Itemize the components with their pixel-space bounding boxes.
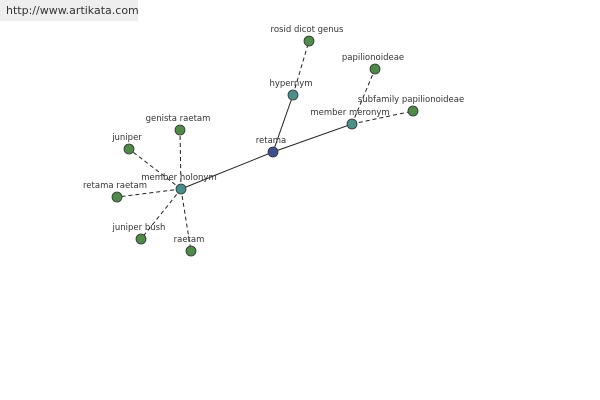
node-label: retama [256,136,287,146]
node-label: genista raetam [146,114,211,124]
node [174,124,186,136]
dashed-edge [351,110,414,125]
node-label: juniper bush [112,223,166,233]
node-label: hypernym [269,79,312,89]
node [185,245,197,257]
node [369,63,381,75]
node-label: subfamily papilionoideae [358,95,464,105]
edge [180,151,274,190]
node-label: papilionoideae [342,53,404,63]
node-label: member holonym [141,173,216,183]
node-label: juniper [111,133,142,143]
node-label: member meronym [310,108,389,118]
node [267,146,279,158]
dashed-edge [128,148,182,190]
dashed-edge [180,188,192,252]
node [123,143,135,155]
node [407,105,419,117]
edge [272,123,353,153]
dashed-edge [116,188,182,198]
node [175,183,187,195]
dashed-edge [140,188,182,240]
dashed-edge [351,68,376,125]
site-url[interactable]: http://www.artikata.com [0,0,139,21]
dashed-edge [292,40,310,96]
node [346,118,358,130]
node-label: raetam [174,235,205,245]
node-label: rosid dicot genus [271,25,344,35]
node-label: retama raetam [83,181,147,191]
node [287,89,299,101]
dashed-edge [179,129,182,190]
node [111,191,123,203]
edge [272,94,294,153]
node [303,35,315,47]
node [135,233,147,245]
